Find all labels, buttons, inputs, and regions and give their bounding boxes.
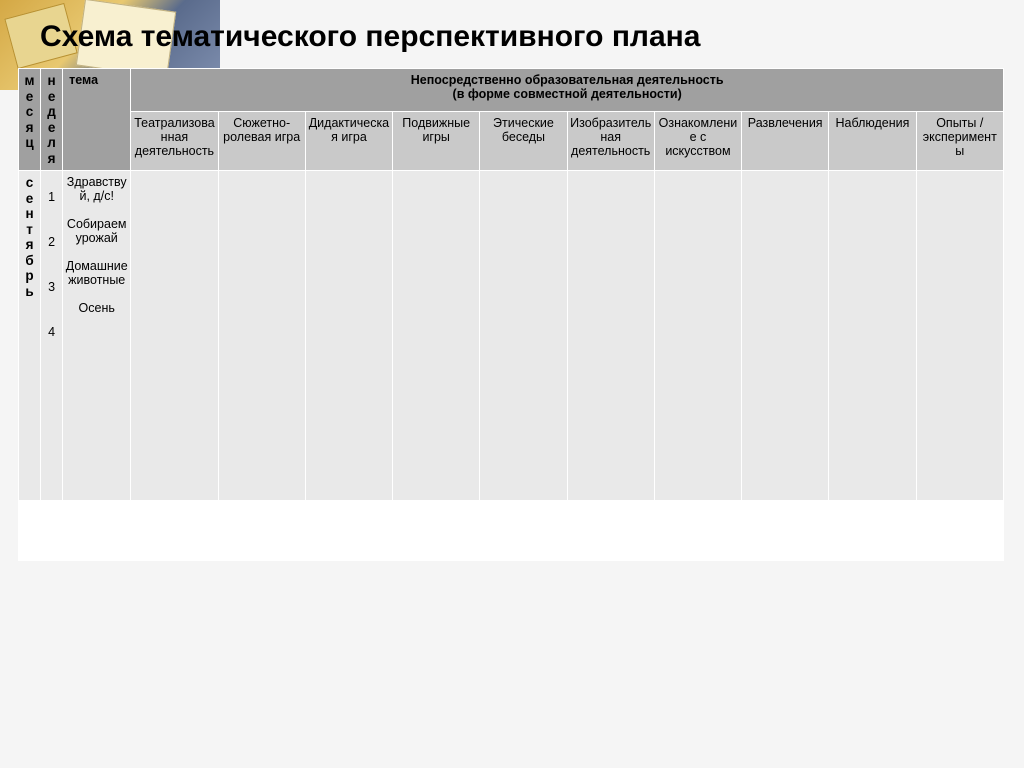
table-header: месяц неделя тема Непосредственно образо… [19,69,1004,171]
activity-column-header: Подвижные игры [393,111,480,170]
cell-activity [218,171,305,501]
cell-activity [305,171,392,501]
topic-item: Осень [65,301,128,315]
activity-column-header: Дидактическая игра [305,111,392,170]
week-number: 3 [43,265,60,310]
cell-activity [393,171,480,501]
cell-month: сентябрь [19,171,41,501]
activity-column-header: Театрализованная деятельность [131,111,218,170]
merged-header-line1: Непосредственно образовательная деятельн… [133,73,1001,87]
table-row: сентябрь 1234 Здравствуй, д/с! Собираем у… [19,171,1004,501]
page-title: Схема тематического перспективного плана [40,20,1006,54]
cell-activity [654,171,741,501]
cell-topics: Здравствуй, д/с! Собираем урожай Домашние … [63,171,131,501]
merged-header-line2: (в форме совместной деятельности) [133,87,1001,101]
page-container: Схема тематического перспективного плана… [0,0,1024,573]
topic-item: Здравствуй, д/с! [65,175,128,203]
week-number: 1 [43,175,60,220]
cell-activity [742,171,829,501]
empty-footer-cell [19,501,1004,561]
activity-column-header: Ознакомление с искусством [654,111,741,170]
table-body: сентябрь 1234 Здравствуй, д/с! Собираем у… [19,171,1004,561]
cell-activity [829,171,916,501]
cell-activity [916,171,1003,501]
cell-activity [567,171,654,501]
plan-table: месяц неделя тема Непосредственно образо… [18,68,1004,561]
col-week-header: неделя [41,69,63,171]
topic-item: Собираем урожай [65,217,128,245]
table-empty-row [19,501,1004,561]
activity-column-header: Этические беседы [480,111,567,170]
col-month-header: месяц [19,69,41,171]
cell-weeks: 1234 [41,171,63,501]
activity-column-header: Развлечения [742,111,829,170]
week-number: 2 [43,220,60,265]
cell-activity [480,171,567,501]
activity-column-header: Наблюдения [829,111,916,170]
topic-item: Домашние животные [65,259,128,287]
activity-header-row: Театрализованная деятельностьСюжетно-рол… [19,111,1004,170]
activity-column-header: Изобразительная деятельность [567,111,654,170]
week-number: 4 [43,310,60,355]
activity-column-header: Опыты / эксперименты [916,111,1003,170]
cell-activity [131,171,218,501]
activity-column-header: Сюжетно-ролевая игра [218,111,305,170]
col-topic-header: тема [63,69,131,171]
col-activities-merged-header: Непосредственно образовательная деятельн… [131,69,1004,112]
